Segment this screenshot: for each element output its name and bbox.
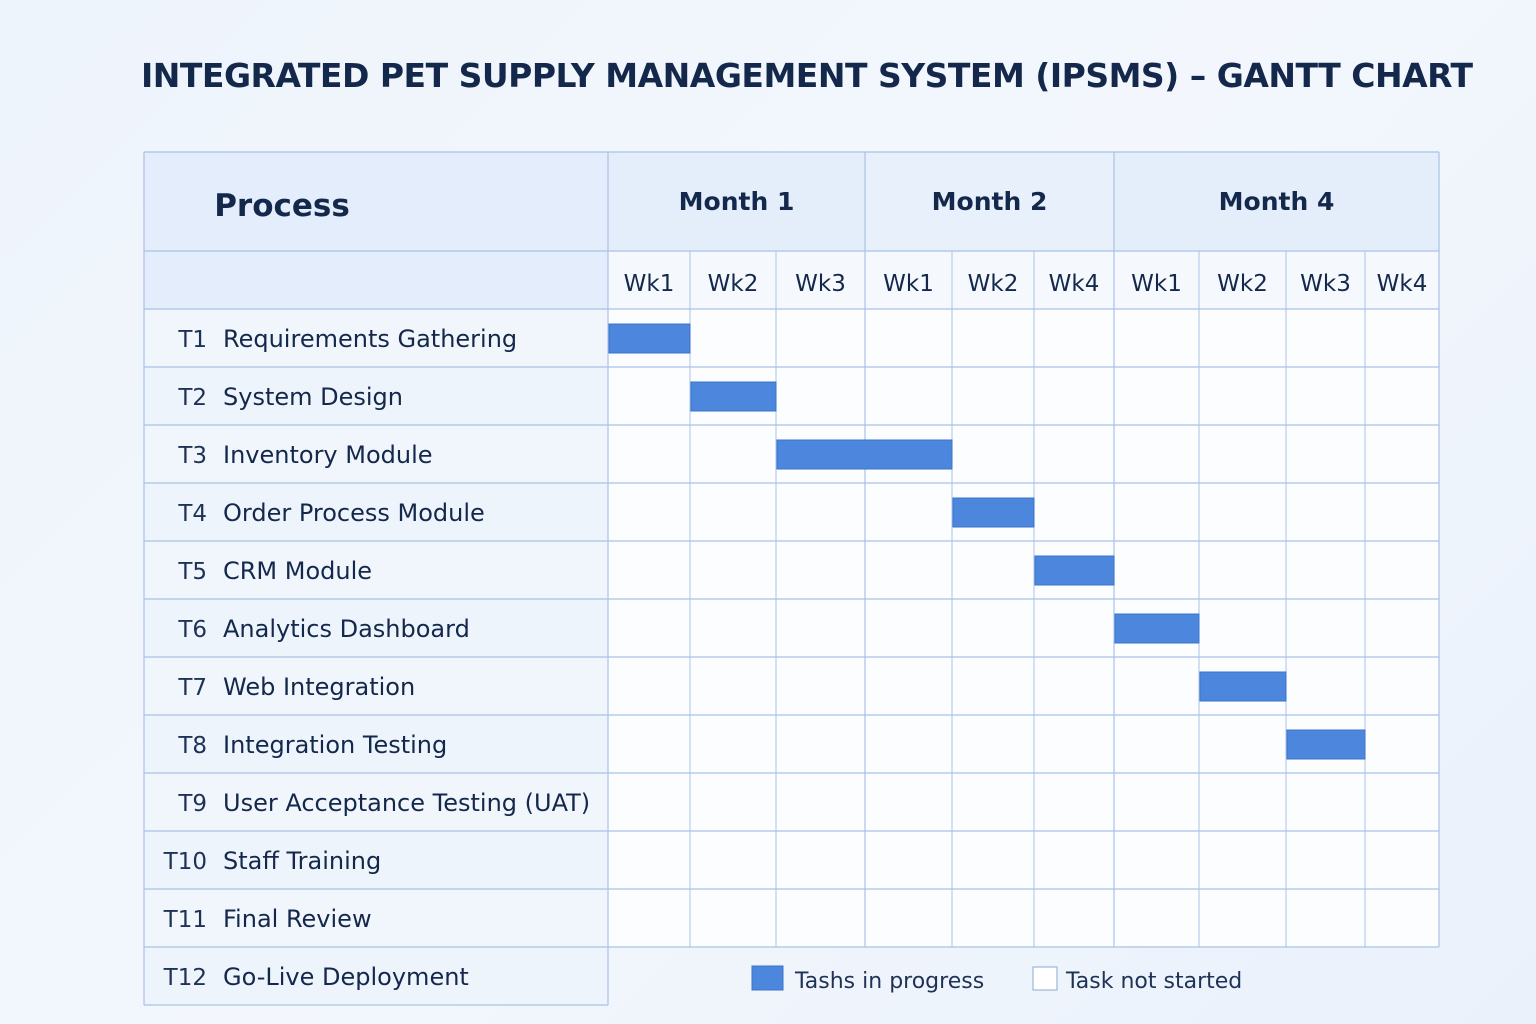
process-header-cell	[144, 152, 608, 309]
timeline-row-bg	[608, 889, 1439, 947]
gantt-bar	[1199, 671, 1287, 702]
timeline-row-bg	[608, 425, 1439, 483]
task-label-cell	[144, 425, 608, 483]
week-label: Wk4	[1377, 271, 1428, 297]
week-label: Wk3	[1300, 271, 1351, 297]
month-header-cell	[608, 152, 865, 251]
task-name: Requirements Gathering	[223, 325, 517, 353]
gantt-bar	[1034, 555, 1115, 586]
week-label: Wk1	[1131, 271, 1182, 297]
task-label-cell	[144, 657, 608, 715]
task-id: T7	[177, 675, 207, 701]
task-name: Integration Testing	[223, 731, 447, 759]
task-name: Analytics Dashboard	[223, 615, 470, 643]
timeline-row-bg	[608, 831, 1439, 889]
task-id: T4	[177, 501, 207, 527]
task-label-cell	[144, 773, 608, 831]
timeline-row-bg	[608, 657, 1439, 715]
month-label: Month 1	[679, 187, 795, 216]
legend-swatch-not-started	[1032, 966, 1058, 991]
timeline-row-bg	[608, 599, 1439, 657]
chart-title: INTEGRATED PET SUPPLY MANAGEMENT SYSTEM …	[141, 56, 1473, 95]
gantt-bar	[952, 497, 1035, 528]
gantt-bar	[608, 323, 691, 354]
task-name: Go-Live Deployment	[223, 963, 469, 991]
week-label: Wk1	[624, 271, 675, 297]
gantt-bar	[690, 381, 777, 412]
gantt-bar	[1286, 729, 1366, 760]
task-label-cell	[144, 831, 608, 889]
task-name: Final Review	[223, 905, 372, 933]
task-label-cell	[144, 947, 608, 1005]
task-label-cell	[144, 309, 608, 367]
task-label-cell	[144, 715, 608, 773]
task-name: Staff Training	[223, 847, 381, 875]
task-label-cell	[144, 599, 608, 657]
month-label: Month 4	[1219, 187, 1335, 216]
week-label: Wk2	[968, 271, 1019, 297]
task-name: User Acceptance Testing (UAT)	[223, 789, 590, 817]
task-label-cell	[144, 483, 608, 541]
gantt-bar	[1114, 613, 1200, 644]
timeline-row-bg	[608, 541, 1439, 599]
task-id: T3	[177, 443, 207, 469]
task-name: Web Integration	[223, 673, 415, 701]
week-label: Wk4	[1049, 271, 1100, 297]
process-header: Process	[214, 188, 350, 224]
task-label-cell	[144, 367, 608, 425]
month-header-cell	[1114, 152, 1439, 251]
task-id: T6	[177, 617, 207, 643]
month-label: Month 2	[932, 187, 1048, 216]
month-header-cell	[865, 152, 1114, 251]
task-id: T1	[177, 327, 207, 353]
task-label-cell	[144, 541, 608, 599]
task-name: System Design	[223, 383, 403, 411]
week-label: Wk3	[795, 271, 846, 297]
task-id: T10	[163, 849, 207, 875]
task-id: T5	[177, 559, 207, 585]
week-header-row	[608, 251, 1439, 309]
legend-label-in-progress: Tashs in progress	[794, 969, 984, 994]
timeline-row-bg	[608, 309, 1439, 367]
task-id: T8	[177, 733, 207, 759]
task-id: T9	[177, 791, 207, 817]
task-id: T2	[177, 385, 207, 411]
task-name: Inventory Module	[223, 441, 433, 469]
week-label: Wk1	[883, 271, 934, 297]
task-name: CRM Module	[223, 557, 372, 585]
timeline-row-bg	[608, 773, 1439, 831]
week-label: Wk2	[708, 271, 759, 297]
task-id: T11	[163, 907, 207, 933]
task-name: Order Process Module	[223, 499, 485, 527]
task-id: T12	[163, 965, 207, 991]
gantt-bar	[776, 439, 953, 470]
task-label-cell	[144, 889, 608, 947]
legend-label-not-started: Task not started	[1065, 969, 1242, 994]
legend-swatch-in-progress	[751, 965, 784, 991]
week-label: Wk2	[1217, 271, 1268, 297]
